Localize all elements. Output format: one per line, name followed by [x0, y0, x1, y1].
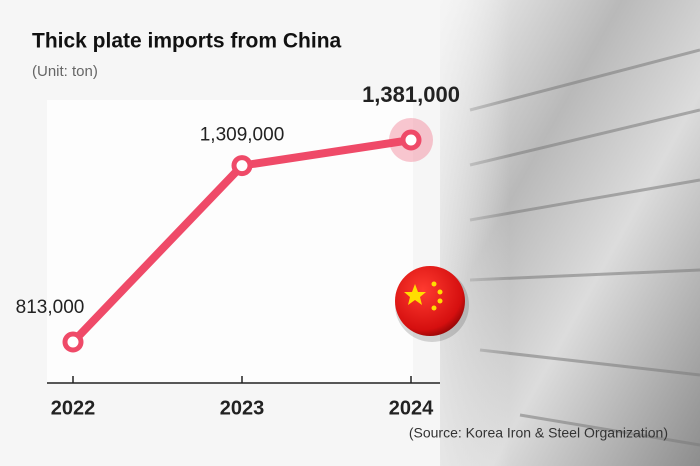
value-label: 1,381,000: [362, 82, 460, 107]
chart-title: Thick plate imports from China: [32, 30, 342, 53]
subtitle: (Unit: ton): [32, 63, 98, 80]
source: (Source: Korea Iron & Steel Organization…: [409, 425, 668, 441]
value-label: 813,000: [16, 297, 85, 318]
point: [231, 155, 253, 177]
point: [62, 331, 84, 353]
value-label: 1,309,000: [200, 125, 285, 146]
point: [400, 129, 422, 151]
china-flag: [395, 266, 469, 342]
x-tick-label: 2023: [220, 397, 265, 419]
x-tick-label: 2024: [389, 397, 434, 419]
x-tick-label: 2022: [51, 397, 96, 419]
photo-fade: [400, 0, 510, 466]
